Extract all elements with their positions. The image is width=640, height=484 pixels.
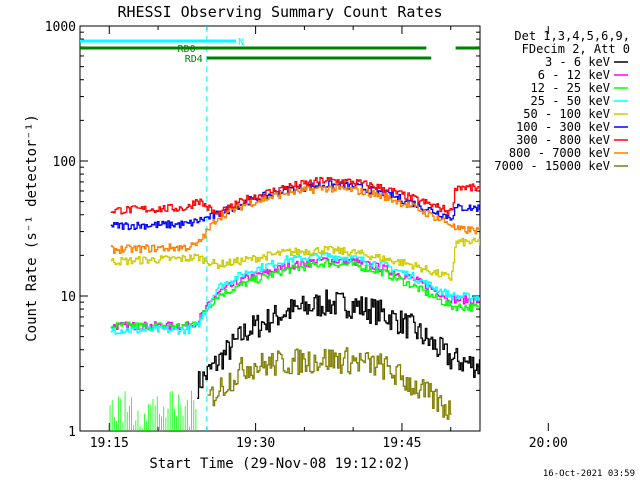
- x-tick-label: 19:30: [236, 436, 275, 451]
- status-bar-label: RD4: [185, 54, 203, 65]
- series-line: [110, 237, 480, 281]
- legend-entry-label: 7000 - 15000 keV: [494, 159, 610, 173]
- series-line: [110, 251, 480, 335]
- chart-title: RHESSI Observing Summary Count Rates: [117, 3, 442, 21]
- y-axis-label: Count Rate (s⁻¹ detector⁻¹): [24, 114, 40, 342]
- legend-entry-label: 3 - 6 keV: [545, 55, 610, 69]
- x-tick-label: 19:45: [382, 436, 421, 451]
- legend-entry-label: 100 - 300 keV: [516, 120, 610, 134]
- series-line: [110, 184, 480, 255]
- legend-entry-label: 25 - 50 keV: [531, 94, 610, 108]
- legend-entry-label: 800 - 7000 keV: [509, 146, 610, 160]
- x-tick-label: 19:15: [90, 436, 129, 451]
- status-bar-label: RD0: [178, 44, 196, 55]
- series-line: [207, 347, 452, 420]
- legend-header-line-1: Det 1,3,4,5,6,9,: [514, 29, 630, 43]
- y-tick-label: 1: [68, 425, 76, 440]
- y-tick-label: 100: [53, 155, 76, 170]
- legend-entry-label: 50 - 100 keV: [523, 107, 610, 121]
- legend-header-line-2: FDecim 2, Att 0: [522, 42, 630, 56]
- y-tick-label: 10: [60, 290, 76, 305]
- series-line: [197, 289, 480, 399]
- series-line: [110, 180, 480, 231]
- series-line: [110, 176, 480, 217]
- footer-timestamp: 16-Oct-2021 03:59: [543, 469, 635, 479]
- legend-entry-label: 300 - 800 keV: [516, 133, 610, 147]
- x-tick-label: 20:00: [529, 436, 568, 451]
- legend: Det 1,3,4,5,6,9, FDecim 2, Att 0 3 - 6 k…: [494, 29, 630, 173]
- status-bar-label: N: [238, 37, 244, 48]
- series-group: [80, 26, 480, 431]
- y-tick-label: 1000: [45, 20, 76, 35]
- plot-area: 110100100019:1519:3019:4520:0020:1520:30…: [45, 20, 568, 451]
- x-axis-label: Start Time (29-Nov-08 19:12:02): [149, 456, 410, 472]
- legend-entry-label: 6 - 12 keV: [538, 68, 610, 82]
- series-line: [110, 259, 480, 331]
- legend-entry-label: 12 - 25 keV: [531, 81, 610, 95]
